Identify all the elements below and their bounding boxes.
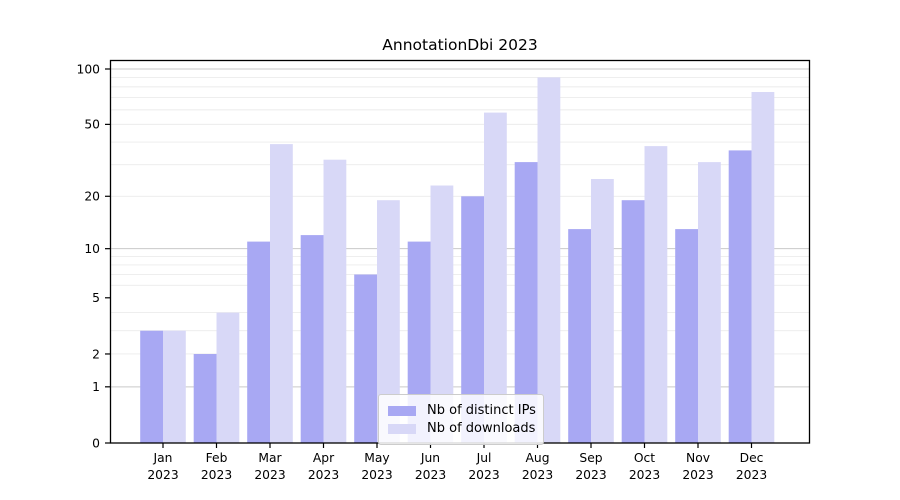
bar-downloads (377, 200, 400, 443)
bar-downloads (751, 92, 775, 443)
legend-label-distinct-ips: Nb of distinct IPs (427, 403, 536, 418)
x-tick-label-year: 2023 (468, 468, 499, 482)
bar-distinct-ips (140, 330, 163, 443)
x-tick-label-month: Dec (740, 451, 764, 465)
bar-distinct-ips (621, 200, 645, 443)
x-tick-label-month: Aug (525, 451, 549, 465)
x-tick-label-year: 2023 (736, 468, 767, 482)
legend-swatch-distinct-ips (388, 405, 416, 416)
bar-distinct-ips (728, 150, 752, 443)
chart-title: AnnotationDbi 2023 (382, 36, 538, 54)
x-tick-label-year: 2023 (308, 468, 339, 482)
y-tick-label: 1 (92, 380, 100, 394)
x-tick-label-year: 2023 (575, 468, 606, 482)
bar-downloads (698, 162, 721, 443)
y-tick-label: 5 (92, 291, 100, 305)
y-tick-label: 0 (92, 436, 100, 450)
bar-distinct-ips (247, 241, 270, 443)
bar-distinct-ips (461, 196, 484, 443)
legend-row-distinct-ips: Nb of distinct IPs (379, 403, 543, 418)
bar-downloads (484, 112, 507, 443)
x-tick-label-month: Oct (634, 451, 655, 465)
x-tick-label-month: Jun (420, 451, 440, 465)
legend-swatch-downloads (388, 423, 416, 434)
x-tick-label-year: 2023 (361, 468, 392, 482)
x-tick-label-year: 2023 (254, 468, 285, 482)
x-tick-label-year: 2023 (147, 468, 178, 482)
legend-row-downloads: Nb of downloads (379, 421, 543, 436)
y-tick-label: 100 (77, 62, 100, 76)
x-tick-label-month: Apr (313, 451, 335, 465)
bar-downloads (323, 159, 347, 443)
x-tick-label-month: Mar (258, 451, 282, 465)
bar-downloads (644, 146, 668, 443)
bar-downloads (591, 179, 614, 443)
bar-distinct-ips (675, 229, 698, 443)
bar-downloads (430, 185, 454, 443)
y-tick-label: 10 (84, 242, 100, 256)
bar-distinct-ips (568, 229, 591, 443)
x-tick-label-year: 2023 (415, 468, 446, 482)
x-tick-label-month: May (364, 451, 389, 465)
legend-label-downloads: Nb of downloads (427, 421, 536, 436)
x-tick-label-month: Feb (206, 451, 228, 465)
x-tick-label-month: Jul (476, 451, 492, 465)
bar-downloads (270, 144, 293, 443)
x-tick-label-month: Sep (579, 451, 602, 465)
y-tick-label: 2 (92, 347, 100, 361)
x-tick-label-year: 2023 (522, 468, 553, 482)
y-tick-label: 50 (84, 118, 100, 132)
bar-distinct-ips (514, 162, 538, 443)
x-tick-label-month: Nov (686, 451, 710, 465)
bar-distinct-ips (407, 241, 431, 443)
y-tick-label: 20 (84, 190, 100, 204)
bar-downloads (216, 312, 240, 443)
x-tick-label-year: 2023 (682, 468, 713, 482)
bar-distinct-ips (193, 354, 217, 443)
bar-downloads (163, 330, 186, 443)
x-tick-label-month: Jan (153, 451, 173, 465)
bar-distinct-ips (354, 274, 377, 443)
bar-downloads (537, 77, 561, 444)
x-tick-label-year: 2023 (201, 468, 232, 482)
bar-distinct-ips (300, 235, 324, 443)
x-tick-label-year: 2023 (629, 468, 660, 482)
legend: Nb of distinct IPs Nb of downloads (378, 394, 544, 445)
